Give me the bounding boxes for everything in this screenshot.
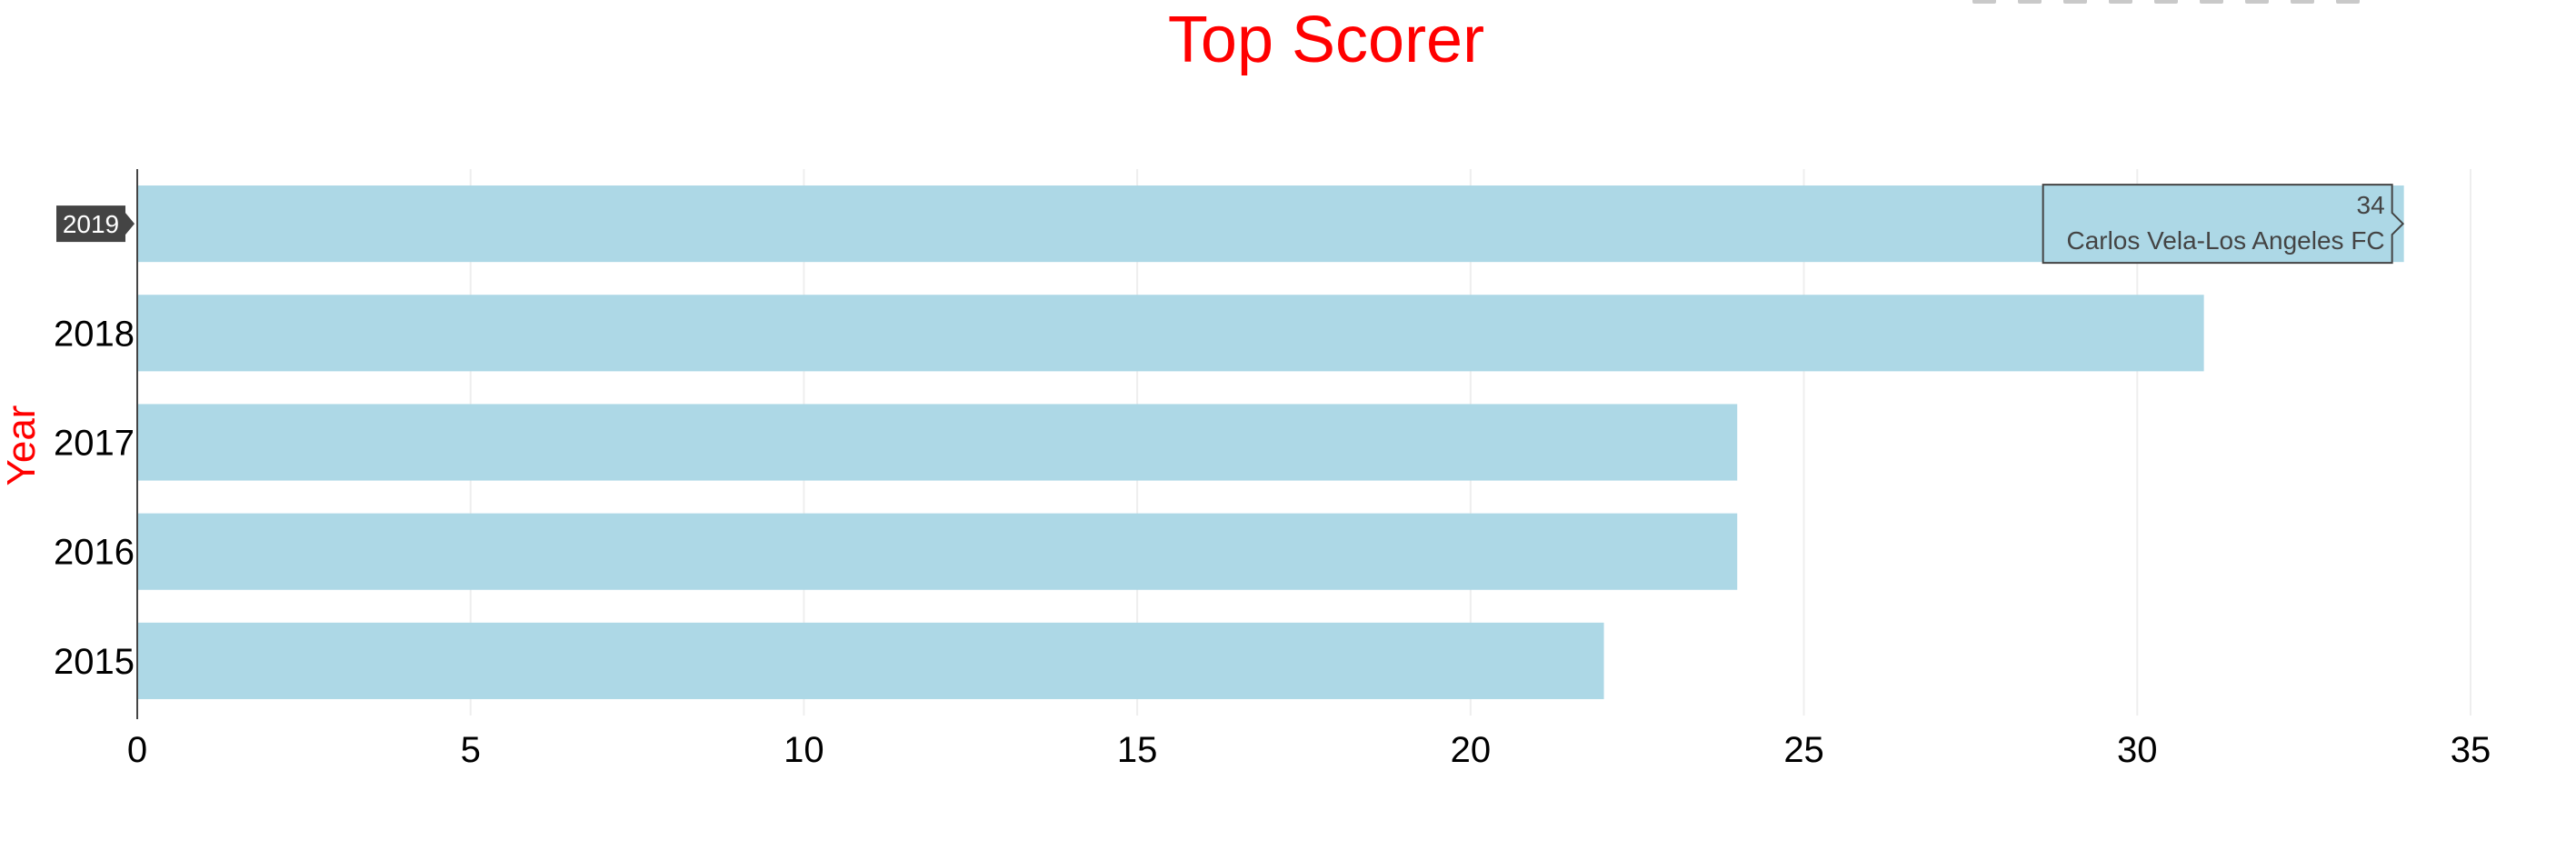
- y-tick-label: 2015: [54, 642, 135, 682]
- tooltip-text: Carlos Vela-Los Angeles FC: [2066, 226, 2384, 255]
- x-tick-label: 30: [2117, 730, 2158, 770]
- y-tick-label: 2018: [54, 314, 135, 354]
- autoscale-icon[interactable]: [2291, 0, 2314, 4]
- bar-2017[interactable]: [138, 404, 1738, 481]
- x-tick-label: 35: [2451, 730, 2491, 770]
- hover-layer: 2019 34 Carlos Vela-Los Angeles FC: [56, 184, 2405, 265]
- y-axis-title: Year: [0, 405, 44, 486]
- hover-tooltip: 34 Carlos Vela-Los Angeles FC: [2042, 184, 2405, 265]
- x-tick-label: 0: [127, 730, 147, 770]
- y-tick-label: 2017: [54, 424, 135, 464]
- y-spike-label-arrow: [125, 213, 135, 235]
- zoom-out-icon[interactable]: [2245, 0, 2269, 4]
- pan-icon[interactable]: [2063, 0, 2087, 4]
- zoom-in-icon[interactable]: [2200, 0, 2223, 4]
- bar-2018[interactable]: [138, 295, 2204, 372]
- bar-2015[interactable]: [138, 622, 1604, 699]
- bar-2016[interactable]: [138, 513, 1738, 590]
- reset-axes-icon[interactable]: [2336, 0, 2360, 4]
- x-tick-label: 15: [1117, 730, 1158, 770]
- y-tick-label: 2019: [63, 210, 119, 238]
- x-tick-label: 20: [1451, 730, 1492, 770]
- y-spike-label-box: [56, 205, 125, 243]
- tooltip-value: 34: [2357, 191, 2385, 219]
- camera-icon[interactable]: [1972, 0, 1996, 4]
- bars-layer[interactable]: [138, 185, 2404, 699]
- lasso-icon[interactable]: [2154, 0, 2178, 4]
- y-tick-label: 2016: [54, 533, 135, 573]
- zoom-icon[interactable]: [2018, 0, 2042, 4]
- x-tick-label: 10: [784, 730, 824, 770]
- chart-title: Top Scorer: [1168, 4, 1484, 76]
- axis-layer: 0 5 10 15 20 25 30 35 2015 2016 2017 2018: [54, 169, 2491, 770]
- modebar[interactable]: [1972, 0, 2391, 5]
- x-tick-label: 5: [461, 730, 481, 770]
- x-tick-label: 25: [1783, 730, 1824, 770]
- bar-2019[interactable]: [138, 185, 2404, 263]
- box-select-icon[interactable]: [2109, 0, 2132, 4]
